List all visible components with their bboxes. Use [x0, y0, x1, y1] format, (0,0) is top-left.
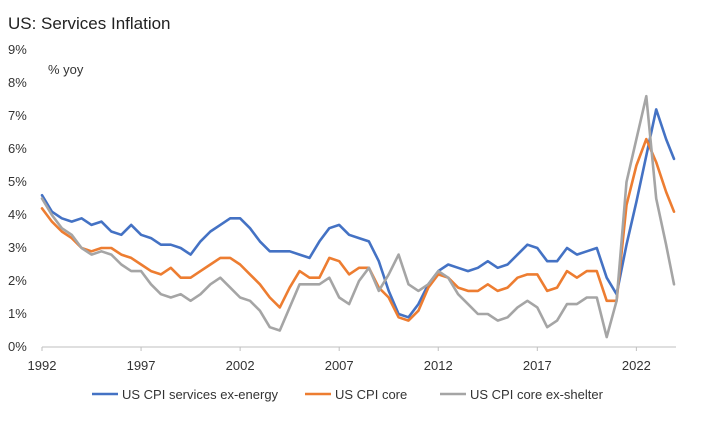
y-tick-label: 9%: [8, 42, 27, 57]
y-axis-unit-label: % yoy: [48, 62, 84, 77]
series-line-3: [40, 94, 676, 339]
y-tick-label: 2%: [8, 273, 27, 288]
y-tick-label: 3%: [8, 240, 27, 255]
x-tick-label: 2017: [523, 358, 552, 373]
y-tick-label: 1%: [8, 306, 27, 321]
legend-label-1: US CPI services ex-energy: [122, 387, 279, 402]
x-tick-label: 1992: [28, 358, 57, 373]
y-tick-label: 0%: [8, 339, 27, 354]
series-line-1: [40, 108, 676, 319]
y-tick-label: 6%: [8, 141, 27, 156]
y-tick-label: 5%: [8, 174, 27, 189]
x-tick-label: 2007: [325, 358, 354, 373]
chart-title: US: Services Inflation: [8, 14, 171, 33]
y-tick-label: 7%: [8, 108, 27, 123]
y-tick-label: 8%: [8, 75, 27, 90]
series-line-2: [40, 137, 676, 322]
x-tick-label: 2012: [424, 358, 453, 373]
x-tick-label: 2022: [622, 358, 651, 373]
y-tick-label: 4%: [8, 207, 27, 222]
x-tick-label: 1997: [127, 358, 156, 373]
legend-label-3: US CPI core ex-shelter: [470, 387, 604, 402]
x-tick-label: 2002: [226, 358, 255, 373]
legend-label-2: US CPI core: [335, 387, 407, 402]
